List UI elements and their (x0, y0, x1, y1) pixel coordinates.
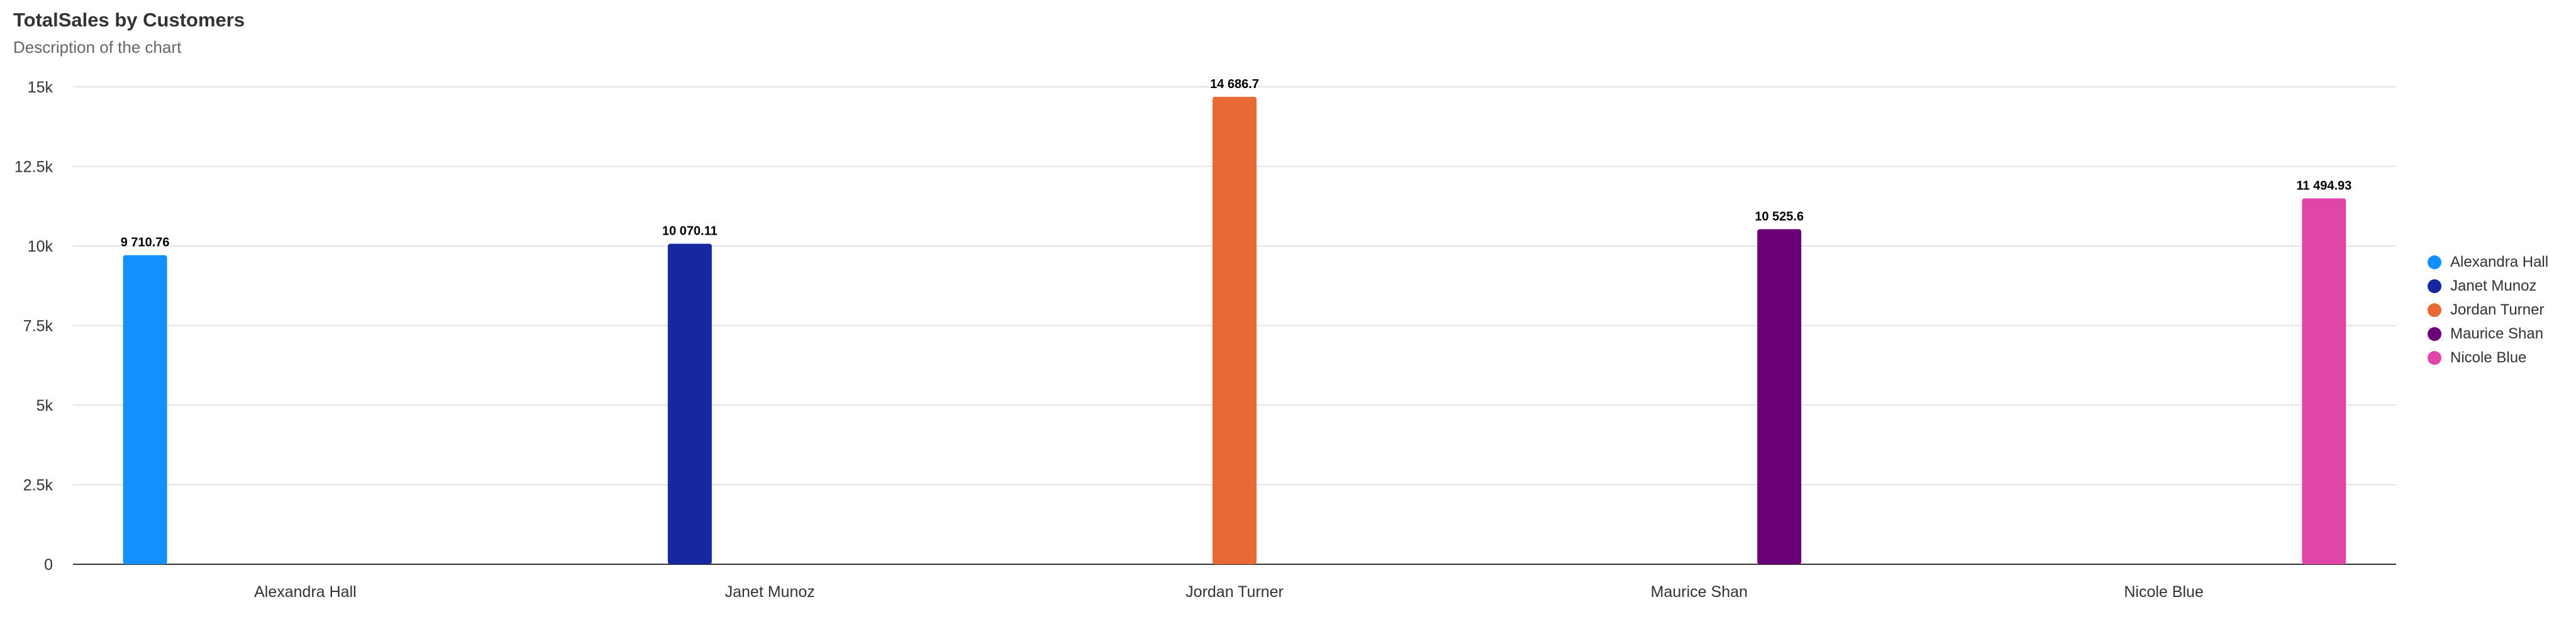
chart-title: TotalSales by Customers (13, 9, 245, 31)
legend-swatch (2428, 327, 2441, 341)
x-tick-label: Maurice Shan (1651, 583, 1748, 601)
y-tick-label: 2.5k (23, 477, 53, 494)
y-tick-label: 7.5k (23, 318, 53, 335)
legend-label: Maurice Shan (2450, 325, 2544, 342)
chart-subtitle: Description of the chart (13, 38, 182, 57)
legend-item[interactable]: Janet Munoz (2428, 274, 2548, 298)
legend-swatch (2428, 303, 2441, 317)
legend-swatch (2428, 279, 2441, 293)
bar-maurice-shan (1757, 229, 1802, 564)
data-label: 10 070.11 (662, 224, 718, 238)
y-tick-label: 0 (44, 556, 53, 574)
data-label: 11 494.93 (2296, 179, 2351, 192)
x-tick-label: Janet Munoz (725, 583, 815, 601)
y-tick-label: 10k (28, 238, 53, 255)
data-label: 10 525.6 (1755, 209, 1804, 223)
bar-nicole-blue (2302, 198, 2346, 564)
legend-label: Alexandra Hall (2450, 254, 2549, 270)
legend: Alexandra Hall Janet Munoz Jordan Turner Ma… (2428, 250, 2548, 370)
x-tick-label: Alexandra Hall (254, 583, 357, 601)
y-tick-label: 5k (36, 397, 53, 415)
bar-chart: 0 2.5k 5k 7.5k 10k 12.5k 15k Alexandra Hall 9 71… (14, 77, 2396, 601)
bar-janet-munoz (667, 243, 712, 564)
legend-label: Janet Munoz (2450, 277, 2537, 294)
legend-item[interactable]: Jordan Turner (2428, 298, 2548, 322)
bar-alexandra-hall (123, 255, 167, 564)
legend-item[interactable]: Nicole Blue (2428, 346, 2548, 370)
data-label: 14 686.7 (1210, 77, 1259, 91)
legend-swatch (2428, 351, 2441, 365)
legend-swatch (2428, 255, 2441, 269)
x-tick-label: Jordan Turner (1185, 583, 1284, 601)
legend-item[interactable]: Alexandra Hall (2428, 250, 2548, 274)
legend-item[interactable]: Maurice Shan (2428, 322, 2548, 346)
x-tick-label: Nicole Blue (2124, 583, 2203, 601)
y-tick-label: 12.5k (14, 159, 53, 176)
data-label: 9 710.76 (121, 236, 170, 250)
bar-jordan-turner (1213, 96, 1257, 565)
legend-label: Jordan Turner (2450, 301, 2545, 318)
y-tick-label: 15k (28, 79, 53, 96)
legend-label: Nicole Blue (2450, 349, 2527, 366)
